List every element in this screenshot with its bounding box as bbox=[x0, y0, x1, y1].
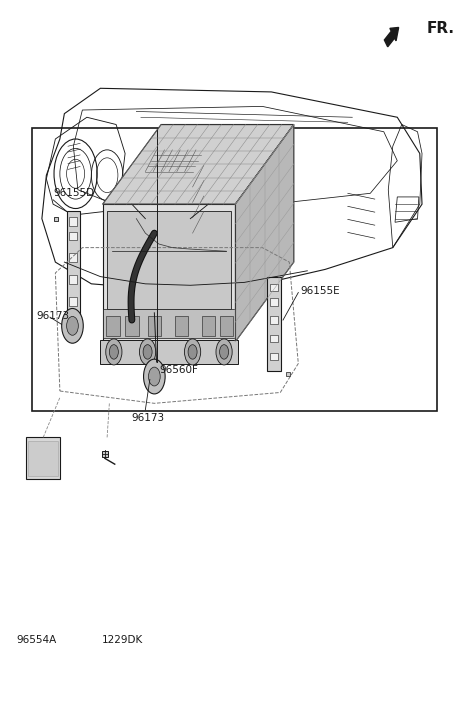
Circle shape bbox=[143, 345, 152, 359]
Text: 96560F: 96560F bbox=[160, 365, 199, 375]
Polygon shape bbox=[145, 150, 204, 172]
Bar bbox=[270, 334, 278, 342]
Bar bbox=[270, 353, 278, 360]
Text: FR.: FR. bbox=[426, 21, 455, 36]
Bar bbox=[69, 232, 77, 241]
Polygon shape bbox=[235, 124, 294, 342]
Bar bbox=[69, 254, 77, 262]
Bar bbox=[29, 441, 58, 475]
Circle shape bbox=[62, 308, 83, 343]
Bar bbox=[69, 297, 77, 305]
Text: 96554A: 96554A bbox=[16, 635, 57, 645]
Text: 96155D: 96155D bbox=[53, 188, 94, 198]
Bar bbox=[125, 316, 139, 336]
Bar bbox=[26, 438, 60, 479]
Circle shape bbox=[106, 339, 122, 365]
Circle shape bbox=[109, 345, 118, 359]
Text: 96173: 96173 bbox=[132, 413, 165, 423]
Bar bbox=[267, 276, 281, 371]
Text: 1229DK: 1229DK bbox=[102, 635, 143, 645]
Bar bbox=[145, 172, 193, 233]
Circle shape bbox=[216, 339, 232, 365]
Bar bbox=[103, 309, 235, 338]
Bar bbox=[106, 316, 120, 336]
Bar bbox=[107, 212, 231, 309]
Bar bbox=[201, 316, 215, 336]
Bar bbox=[69, 275, 77, 284]
Circle shape bbox=[219, 345, 229, 359]
Polygon shape bbox=[193, 150, 204, 233]
FancyArrow shape bbox=[384, 28, 399, 47]
Circle shape bbox=[148, 367, 160, 386]
Bar bbox=[100, 340, 237, 364]
Bar bbox=[69, 217, 77, 226]
Circle shape bbox=[140, 339, 156, 365]
Circle shape bbox=[67, 316, 78, 335]
Polygon shape bbox=[103, 204, 235, 342]
Bar bbox=[32, 128, 437, 411]
Bar bbox=[270, 284, 278, 291]
Circle shape bbox=[188, 345, 197, 359]
Text: 96173: 96173 bbox=[36, 310, 70, 321]
Bar bbox=[219, 316, 233, 336]
Bar bbox=[148, 316, 161, 336]
Circle shape bbox=[184, 339, 201, 365]
Text: 96155E: 96155E bbox=[301, 286, 340, 296]
Bar bbox=[67, 212, 80, 316]
Bar bbox=[270, 298, 278, 305]
Polygon shape bbox=[103, 124, 294, 204]
Bar bbox=[270, 316, 278, 324]
Bar bbox=[175, 316, 188, 336]
Circle shape bbox=[143, 359, 165, 394]
